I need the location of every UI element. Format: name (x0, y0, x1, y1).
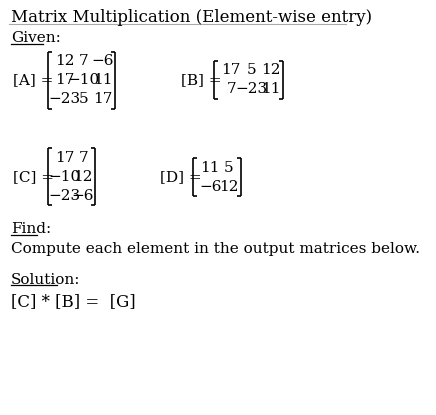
Text: 5: 5 (224, 161, 234, 175)
Text: −10: −10 (48, 170, 81, 184)
Text: 17: 17 (55, 151, 74, 165)
Text: 7: 7 (226, 82, 236, 96)
Text: Given:: Given: (11, 31, 61, 45)
Text: [A] =: [A] = (13, 73, 53, 87)
Text: −6: −6 (199, 180, 221, 194)
Text: −23: −23 (48, 188, 81, 203)
Text: 17: 17 (221, 63, 241, 78)
Text: Solution:: Solution: (11, 273, 81, 287)
Text: 5: 5 (79, 92, 89, 106)
Text: −6: −6 (72, 188, 94, 203)
Text: Compute each element in the output matrices below.: Compute each element in the output matri… (11, 242, 420, 256)
Text: 5: 5 (247, 63, 256, 78)
Text: 11: 11 (261, 82, 281, 96)
Text: 12: 12 (55, 54, 74, 68)
Text: 12: 12 (219, 180, 238, 194)
Text: 17: 17 (55, 73, 74, 87)
Text: −23: −23 (48, 92, 81, 106)
Text: 11: 11 (93, 73, 112, 87)
Text: Find:: Find: (11, 222, 51, 236)
Text: [C] =: [C] = (13, 170, 54, 184)
Text: 7: 7 (78, 151, 88, 165)
Text: 11: 11 (201, 161, 220, 175)
Text: Matrix Multiplication (Element-wise entry): Matrix Multiplication (Element-wise entr… (11, 9, 372, 26)
Text: −10: −10 (68, 73, 100, 87)
Text: [D] =: [D] = (160, 170, 201, 184)
Text: 12: 12 (261, 63, 281, 78)
Text: −6: −6 (91, 54, 114, 68)
Text: [C] * [B] =  [G]: [C] * [B] = [G] (11, 293, 136, 310)
Text: 7: 7 (79, 54, 89, 68)
Text: −23: −23 (235, 82, 268, 96)
Text: 12: 12 (73, 170, 93, 184)
Text: 17: 17 (93, 92, 112, 106)
Text: [B] =: [B] = (181, 73, 221, 87)
